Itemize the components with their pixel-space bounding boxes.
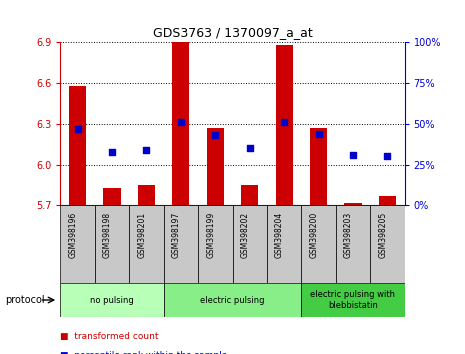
Bar [60, 283, 164, 317]
Bar [103, 188, 121, 205]
Title: GDS3763 / 1370097_a_at: GDS3763 / 1370097_a_at [153, 25, 312, 39]
Bar [206, 128, 224, 205]
Text: GSM398197: GSM398197 [172, 212, 181, 258]
Text: GSM398204: GSM398204 [275, 212, 284, 258]
Bar [198, 205, 232, 283]
Bar [164, 283, 301, 317]
Text: GSM398203: GSM398203 [344, 212, 353, 258]
Point [349, 152, 357, 158]
Point [177, 119, 185, 125]
Text: electric pulsing with
blebbistatin: electric pulsing with blebbistatin [311, 290, 395, 310]
Bar [301, 205, 336, 283]
Bar [379, 196, 396, 205]
Text: GSM398200: GSM398200 [310, 212, 319, 258]
Bar [370, 205, 405, 283]
Text: protocol: protocol [5, 295, 44, 305]
Point [384, 154, 391, 159]
Text: GSM398205: GSM398205 [379, 212, 387, 258]
Bar [129, 205, 164, 283]
Text: ■  transformed count: ■ transformed count [60, 332, 159, 341]
Text: ■  percentile rank within the sample: ■ percentile rank within the sample [60, 351, 228, 354]
Point [280, 119, 288, 125]
Bar [310, 128, 327, 205]
Text: GSM398201: GSM398201 [138, 212, 146, 258]
Bar [232, 205, 267, 283]
Text: electric pulsing: electric pulsing [200, 296, 265, 304]
Text: GSM398199: GSM398199 [206, 212, 215, 258]
Bar [267, 205, 301, 283]
Bar [164, 205, 198, 283]
Point [246, 145, 253, 151]
Bar [344, 202, 362, 205]
Point [74, 126, 81, 132]
Bar [276, 45, 293, 205]
Bar [69, 86, 86, 205]
Bar [301, 283, 405, 317]
Bar [60, 205, 95, 283]
Point [108, 149, 116, 154]
Point [315, 131, 322, 137]
Bar [172, 42, 190, 205]
Bar [95, 205, 129, 283]
Text: GSM398196: GSM398196 [69, 212, 78, 258]
Bar [241, 185, 259, 205]
Point [212, 132, 219, 138]
Text: GSM398202: GSM398202 [241, 212, 250, 258]
Bar [336, 205, 370, 283]
Text: GSM398198: GSM398198 [103, 212, 112, 258]
Bar [138, 185, 155, 205]
Text: no pulsing: no pulsing [90, 296, 134, 304]
Point [143, 147, 150, 153]
